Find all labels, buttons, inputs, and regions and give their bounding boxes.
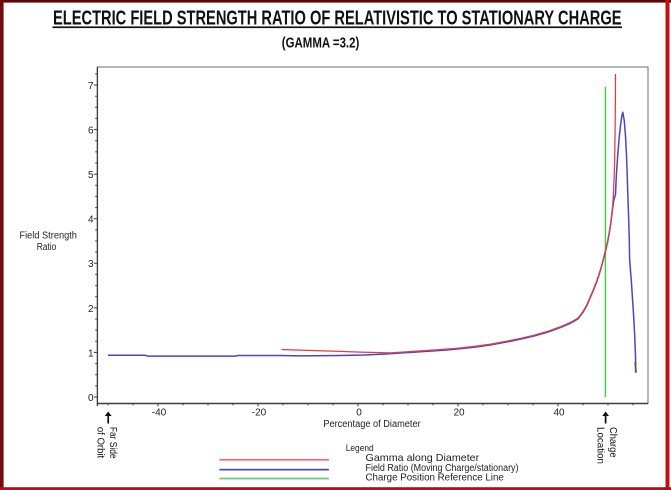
svg-text:Legend: Legend [346, 443, 374, 454]
svg-text:4: 4 [88, 215, 94, 226]
svg-text:(GAMMA =3.2): (GAMMA =3.2) [282, 35, 360, 51]
svg-text:ChargeLocation: ChargeLocation [595, 427, 619, 464]
svg-text:Charge Position Reference Line: Charge Position Reference Line [366, 471, 504, 483]
svg-text:0: 0 [356, 408, 362, 419]
svg-text:5: 5 [88, 170, 94, 181]
svg-text:-20: -20 [252, 408, 267, 419]
svg-text:-40: -40 [152, 408, 167, 419]
svg-text:20: 20 [453, 408, 465, 419]
svg-text:2: 2 [88, 304, 94, 315]
svg-text:40: 40 [553, 408, 565, 419]
svg-text:Percentage of Diameter: Percentage of Diameter [323, 419, 421, 430]
svg-text:Far Sideof Orbit: Far Sideof Orbit [95, 427, 119, 459]
svg-text:Ratio: Ratio [37, 242, 57, 253]
svg-text:0: 0 [88, 393, 94, 404]
svg-text:3: 3 [88, 259, 94, 270]
svg-text:6: 6 [88, 126, 94, 137]
svg-text:Field Ratio (Moving Charge/sta: Field Ratio (Moving Charge/stationary) [366, 463, 519, 474]
svg-text:Field Strength: Field Strength [19, 231, 77, 242]
svg-text:7: 7 [88, 81, 94, 92]
svg-text:ELECTRIC FIELD STRENGTH RATIO: ELECTRIC FIELD STRENGTH RATIO OF RELATIV… [53, 8, 622, 30]
svg-text:1: 1 [88, 348, 94, 359]
svg-text:Gamma along Diameter: Gamma along Diameter [366, 452, 480, 464]
